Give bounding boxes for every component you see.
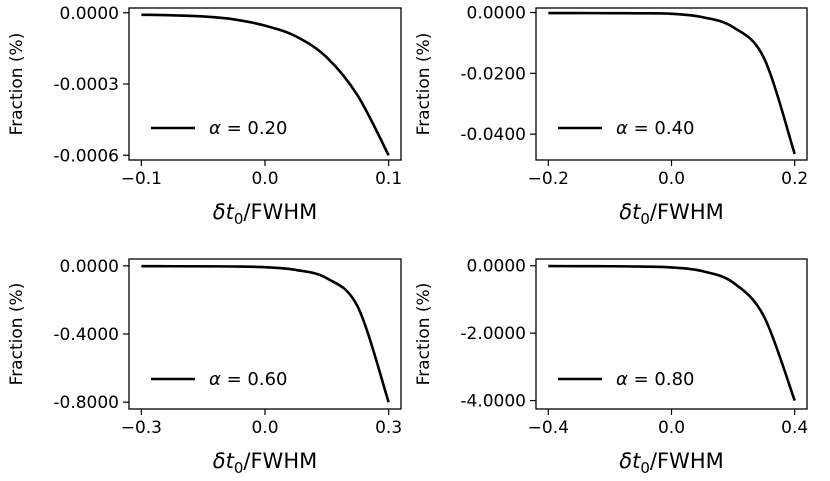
x-tick-label: 0.0 <box>658 169 685 189</box>
x-tick-label: 0.0 <box>251 169 278 189</box>
x-tick-label: 0.2 <box>781 169 808 189</box>
y-tick-label: -2.0000 <box>460 324 526 344</box>
x-axis-label-sub: 0 <box>234 210 244 228</box>
series-line <box>141 264 390 403</box>
y-axis-label: Fraction (%) <box>7 283 27 386</box>
x-axis-label-suffix: /FWHM <box>650 449 724 473</box>
legend-value: 0.80 <box>654 369 694 390</box>
legend-value: 0.40 <box>654 118 694 139</box>
legend-label: α = 0.60 <box>209 369 287 390</box>
y-tick-label: -0.0200 <box>460 64 526 84</box>
legend-label: α = 0.40 <box>616 118 694 139</box>
x-axis-label-var: δt <box>213 200 235 224</box>
x-axis-label-sub: 0 <box>234 459 244 477</box>
x-axis-label: δt0/FWHM <box>213 449 317 477</box>
x-tick-label: −0.2 <box>528 169 569 189</box>
legend-symbol: α <box>209 369 221 390</box>
y-tick-label: 0.0000 <box>60 4 119 24</box>
y-tick-label: -0.0006 <box>53 146 119 166</box>
x-tick-label: 0.1 <box>375 169 402 189</box>
legend-value: 0.20 <box>247 118 287 139</box>
x-tick-label: −0.3 <box>121 418 162 438</box>
x-tick-label: 0.0 <box>251 418 278 438</box>
x-axis-label-var: δt <box>619 200 641 224</box>
legend-symbol: α <box>616 369 628 390</box>
x-axis-label: δt0/FWHM <box>213 200 317 228</box>
y-tick-label: -0.0003 <box>53 75 119 95</box>
x-tick-label: 0.4 <box>781 418 808 438</box>
y-tick-label: -4.0000 <box>460 392 526 412</box>
x-axis-label: δt0/FWHM <box>619 449 723 477</box>
x-axis-label-sub: 0 <box>640 459 650 477</box>
x-axis-label-suffix: /FWHM <box>243 449 317 473</box>
x-tick-label: −0.4 <box>528 418 569 438</box>
legend-label: α = 0.20 <box>209 118 287 139</box>
y-tick-label: 0.0000 <box>467 257 526 277</box>
legend-label: α = 0.80 <box>616 369 694 390</box>
y-tick-label: 0.0000 <box>60 257 119 277</box>
x-axis-label-suffix: /FWHM <box>243 200 317 224</box>
legend-symbol: α <box>616 118 628 139</box>
x-axis-label-suffix: /FWHM <box>650 200 724 224</box>
x-axis-label: δt0/FWHM <box>619 200 723 228</box>
chart-panel-1: −0.1 0.0 0.1 0.0000 -0.0003 -0.0006 Fraction (… <box>7 4 402 228</box>
x-axis-label-var: δt <box>619 449 641 473</box>
y-tick-label: 0.0000 <box>467 4 526 24</box>
x-axis-label-sub: 0 <box>640 210 650 228</box>
series-line <box>548 11 796 155</box>
legend-symbol: α <box>209 118 221 139</box>
series-line <box>548 264 796 402</box>
y-tick-label: -0.8000 <box>53 393 119 413</box>
y-tick-label: -0.0400 <box>460 125 526 145</box>
legend-value: 0.60 <box>247 369 287 390</box>
chart-panel-4: −0.4 0.0 0.4 0.0000 -2.0000 -4.0000 Fraction (… <box>414 257 808 477</box>
legend-eq: = <box>221 118 248 139</box>
x-tick-label: −0.1 <box>121 169 162 189</box>
chart-panel-2: −0.2 0.0 0.2 0.0000 -0.0200 -0.0400 Fraction (… <box>414 4 808 228</box>
legend-eq: = <box>628 369 655 390</box>
y-axis-label: Fraction (%) <box>7 33 27 136</box>
x-axis-label-var: δt <box>213 449 235 473</box>
legend-eq: = <box>628 118 655 139</box>
y-axis-label: Fraction (%) <box>414 33 434 136</box>
x-tick-label: 0.3 <box>375 418 402 438</box>
series-line <box>141 13 390 156</box>
y-tick-label: -0.4000 <box>53 325 119 345</box>
y-axis-label: Fraction (%) <box>414 283 434 386</box>
legend-eq: = <box>221 369 248 390</box>
chart-panel-3: −0.3 0.0 0.3 0.0000 -0.4000 -0.8000 Fraction (… <box>7 257 402 477</box>
x-tick-label: 0.0 <box>658 418 685 438</box>
